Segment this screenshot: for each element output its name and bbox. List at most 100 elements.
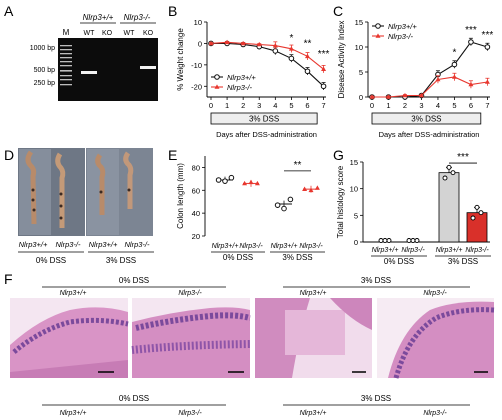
data-point (410, 238, 416, 243)
data-point (468, 39, 474, 45)
category-label: Nlrp3+/+ (436, 247, 463, 254)
data-point (228, 174, 235, 181)
bar (438, 172, 460, 243)
d-genotype-3: Nlrp3+/+ (89, 240, 118, 249)
data-point (321, 66, 327, 71)
y-tick-label: 15 (355, 18, 363, 27)
f-bottom-group-2: 3% DSS (361, 394, 391, 403)
d-genotype-2: Nlrp3-/- (55, 240, 81, 249)
d-condition-1: 0% DSS (36, 256, 66, 265)
panel-letter-f: F (4, 271, 13, 287)
data-point (224, 39, 230, 45)
x-axis-label: Days after DSS-administration (216, 130, 317, 139)
ladder-label-250: 250 bp (34, 80, 56, 87)
x-tick-label: 0 (370, 101, 374, 110)
series-line (372, 41, 488, 98)
data-point (450, 170, 456, 176)
histology-images (10, 298, 495, 379)
group-label: 3% DSS (282, 253, 312, 262)
x-tick-label: 6 (469, 101, 473, 110)
treatment-box-label: 3% DSS (411, 115, 441, 124)
legend-label: Nlrp3+/+ (227, 73, 256, 82)
gel-image (58, 38, 158, 101)
y-tick-label: 20 (192, 232, 200, 241)
data-point (386, 238, 392, 243)
f-bottom-group-1: 0% DSS (119, 394, 149, 403)
treatment-box (210, 112, 318, 125)
category-label: Nlrp3+/+ (212, 243, 239, 250)
legend-marker (375, 23, 381, 29)
data-point (418, 92, 424, 98)
category-label: Nlrp3-/- (299, 243, 323, 250)
data-point (378, 238, 384, 243)
y-tick-label: 80 (192, 163, 200, 172)
d-genotype-1: Nlrp3+/+ (19, 240, 48, 249)
group-label: 0% DSS (384, 257, 414, 266)
category-label: Nlrp3-/- (239, 243, 263, 250)
data-point (382, 238, 388, 243)
f-top-genotype-1: Nlrp3+/+ (60, 290, 87, 297)
data-point (314, 185, 320, 190)
d-genotype-4: Nlrp3-/- (124, 240, 150, 249)
significance-mark: *** (318, 49, 330, 60)
bar (466, 212, 488, 243)
data-point (256, 41, 262, 47)
f-bottom-genotype-1: Nlrp3+/+ (60, 410, 87, 417)
d-condition-2: 3% DSS (106, 256, 136, 265)
series-line (210, 41, 324, 70)
x-tick-label: 7 (485, 101, 489, 110)
data-point (308, 187, 314, 193)
significance-mark: *** (482, 30, 494, 41)
panel-letter-c: C (333, 3, 343, 19)
x-tick-label: 3 (257, 101, 261, 110)
treatment-box (371, 112, 482, 125)
panel-letter-e: E (168, 147, 177, 163)
x-tick-label: 5 (289, 101, 293, 110)
significance-mark: ** (304, 38, 312, 49)
x-tick-label: 6 (305, 101, 309, 110)
category-label: Nlrp3-/- (401, 247, 425, 254)
x-tick-label: 4 (273, 101, 277, 110)
data-point (248, 179, 254, 185)
gel-band-ko-ko (140, 66, 156, 69)
disease-activity-chart: 0 5 10 15 0 1 2 3 4 5 6 7 Disease Activity Index 3% D… (337, 18, 493, 139)
data-point (288, 55, 295, 62)
legend-label: Nlrp3-/- (227, 83, 253, 92)
y-tick-label: 0 (354, 238, 358, 247)
data-point (402, 92, 408, 98)
gel-lane-3: WT (124, 30, 136, 37)
legend-marker (375, 33, 381, 38)
y-tick-label: 10 (350, 185, 358, 194)
data-point (451, 61, 458, 68)
significance-mark: *** (457, 152, 469, 163)
data-point (320, 83, 327, 90)
f-top-genotype-3: Nlrp3+/+ (300, 290, 327, 297)
ladder-label-1000: 1000 bp (30, 45, 55, 52)
data-point (468, 81, 474, 87)
colon-photos (18, 148, 153, 236)
data-point (406, 238, 412, 243)
gel-ladder (60, 45, 72, 86)
y-tick-label: -20 (191, 82, 202, 91)
x-axis-label: Days after DSS-administration (379, 130, 480, 139)
x-tick-label: 1 (225, 101, 229, 110)
panel-letter-a: A (4, 3, 14, 19)
category-label: Nlrp3-/- (465, 247, 489, 254)
significance-mark: *** (465, 25, 477, 36)
data-point (240, 40, 246, 46)
gel-lane-m: M (63, 28, 70, 37)
panel-letter-b: B (168, 3, 177, 19)
data-point (287, 196, 294, 203)
data-point (272, 42, 278, 48)
data-point (414, 238, 420, 243)
group-label: 3% DSS (448, 257, 478, 266)
gel-band-wt-wt (81, 71, 97, 74)
data-point (478, 210, 484, 216)
significance-mark: * (289, 33, 293, 44)
data-point (369, 94, 375, 99)
gel-lane-1: WT (84, 30, 96, 37)
legend-marker (214, 84, 220, 89)
y-tick-label: 5 (354, 211, 358, 220)
f-bottom-genotype-4: Nlrp3-/- (423, 410, 447, 417)
